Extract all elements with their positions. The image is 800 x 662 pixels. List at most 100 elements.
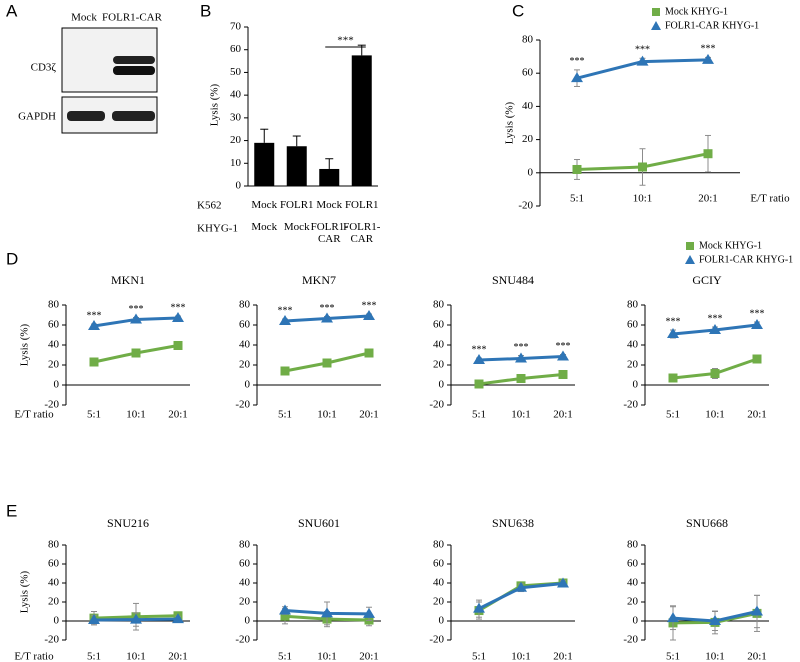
x-tick-label: 5:1 <box>87 409 101 421</box>
x-tick-label: Mock <box>283 221 310 233</box>
y-tick-label: 30 <box>230 111 242 123</box>
annotation: *** <box>337 35 354 47</box>
band <box>113 66 155 75</box>
point <box>474 379 484 389</box>
y-tick-label: 40 <box>433 339 445 351</box>
x-tick-label: 10:1 <box>126 651 146 662</box>
point <box>751 319 763 329</box>
annotation: *** <box>750 308 765 319</box>
point <box>703 149 713 159</box>
category-slot: FOLR1-CAR <box>343 221 380 245</box>
legend-marker <box>686 242 694 250</box>
x-tick-label: 10:1 <box>317 409 337 421</box>
y-tick-label: 70 <box>230 21 242 33</box>
annotation: *** <box>320 303 335 314</box>
category-slot: Mock <box>316 199 342 211</box>
y-tick-label: 0 <box>245 615 251 627</box>
y-tick-label: 40 <box>239 339 251 351</box>
x-tick-label: 20:1 <box>553 409 573 421</box>
point <box>571 72 583 83</box>
y-tick-label: 20 <box>433 359 445 371</box>
x-tick-label: Mock <box>251 199 278 211</box>
point <box>130 313 142 324</box>
chart-title: MKN7 <box>302 273 336 287</box>
point <box>280 366 290 376</box>
point <box>668 373 678 383</box>
error-bar <box>292 135 301 147</box>
point <box>88 320 100 330</box>
y-tick-label: -20 <box>44 634 59 646</box>
x-tick-label: 10:1 <box>126 409 146 421</box>
y-tick-label: 20 <box>627 359 639 371</box>
y-tick-label: 0 <box>54 615 60 627</box>
y-tick-label: 80 <box>239 539 251 551</box>
y-tick-label: 20 <box>239 596 251 608</box>
row-label: KHYG-1 <box>197 223 238 235</box>
y-tick-label: 20 <box>522 133 534 145</box>
y-tick-label: 80 <box>627 299 639 311</box>
y-tick-label: 0 <box>528 166 534 178</box>
y-tick-label: 60 <box>433 558 445 570</box>
annotation: *** <box>556 341 571 352</box>
annotation: *** <box>635 45 650 56</box>
band <box>113 56 155 64</box>
y-tick-label: 60 <box>239 558 251 570</box>
point <box>572 164 582 174</box>
x-axis-label: E/T ratio <box>14 651 54 662</box>
category-slot: Mock <box>251 221 277 233</box>
point <box>709 615 721 625</box>
x-tick-label: 20:1 <box>747 409 767 421</box>
category-slot: FOLR1 <box>345 199 379 211</box>
error-bar <box>325 158 334 169</box>
category-slot: FOLR1-CAR <box>311 221 348 245</box>
annotation: *** <box>87 310 102 321</box>
y-tick-label: 20 <box>48 359 60 371</box>
x-tick-label: 10:1 <box>705 651 725 662</box>
x-tick-label: 20:1 <box>168 409 188 421</box>
y-tick-label: 80 <box>522 34 534 46</box>
y-tick-label: 50 <box>230 66 242 78</box>
x-tick-label: 20:1 <box>359 409 379 421</box>
point <box>321 607 333 618</box>
y-tick-label: 20 <box>230 134 242 146</box>
y-tick-label: 20 <box>48 596 60 608</box>
point <box>636 55 649 66</box>
y-tick-label: -20 <box>44 399 59 411</box>
x-tick-label: 5:1 <box>472 409 486 421</box>
y-tick-label: 0 <box>633 615 639 627</box>
point <box>515 352 527 363</box>
point <box>130 613 142 624</box>
point <box>709 324 721 334</box>
point <box>558 370 568 379</box>
legend-label: FOLR1-CAR KHYG-1 <box>699 254 793 265</box>
point <box>280 611 290 621</box>
x-axis-label: E/T ratio <box>750 193 790 205</box>
blot-row: CD3ζ <box>31 62 57 74</box>
y-tick-label: 0 <box>439 379 445 391</box>
y-tick-label: 80 <box>627 539 639 551</box>
x-tick-label: 10:1 <box>633 193 653 205</box>
y-tick-label: 10 <box>230 157 242 169</box>
point <box>667 328 679 338</box>
y-axis-label: Lysis (%) <box>209 83 221 126</box>
legend-marker <box>652 8 660 16</box>
y-tick-label: 20 <box>239 359 251 371</box>
point <box>751 605 763 616</box>
y-tick-label: 0 <box>439 615 445 627</box>
x-tick-label: 20:1 <box>553 651 573 662</box>
point <box>638 162 647 172</box>
panel-label: C <box>512 1 524 20</box>
point <box>131 348 141 358</box>
point <box>172 613 184 624</box>
y-tick-label: -20 <box>235 399 250 411</box>
panel-label: E <box>6 501 17 520</box>
x-tick-label: 5:1 <box>666 409 680 421</box>
annotation: *** <box>171 302 186 313</box>
annotation: *** <box>129 304 144 315</box>
legend-label: FOLR1-CAR KHYG-1 <box>665 20 759 31</box>
row-label: K562 <box>197 200 221 212</box>
x-tick-label: 20:1 <box>168 651 188 662</box>
point <box>88 614 100 625</box>
chart-title: SNU668 <box>686 516 728 530</box>
point <box>710 369 720 378</box>
